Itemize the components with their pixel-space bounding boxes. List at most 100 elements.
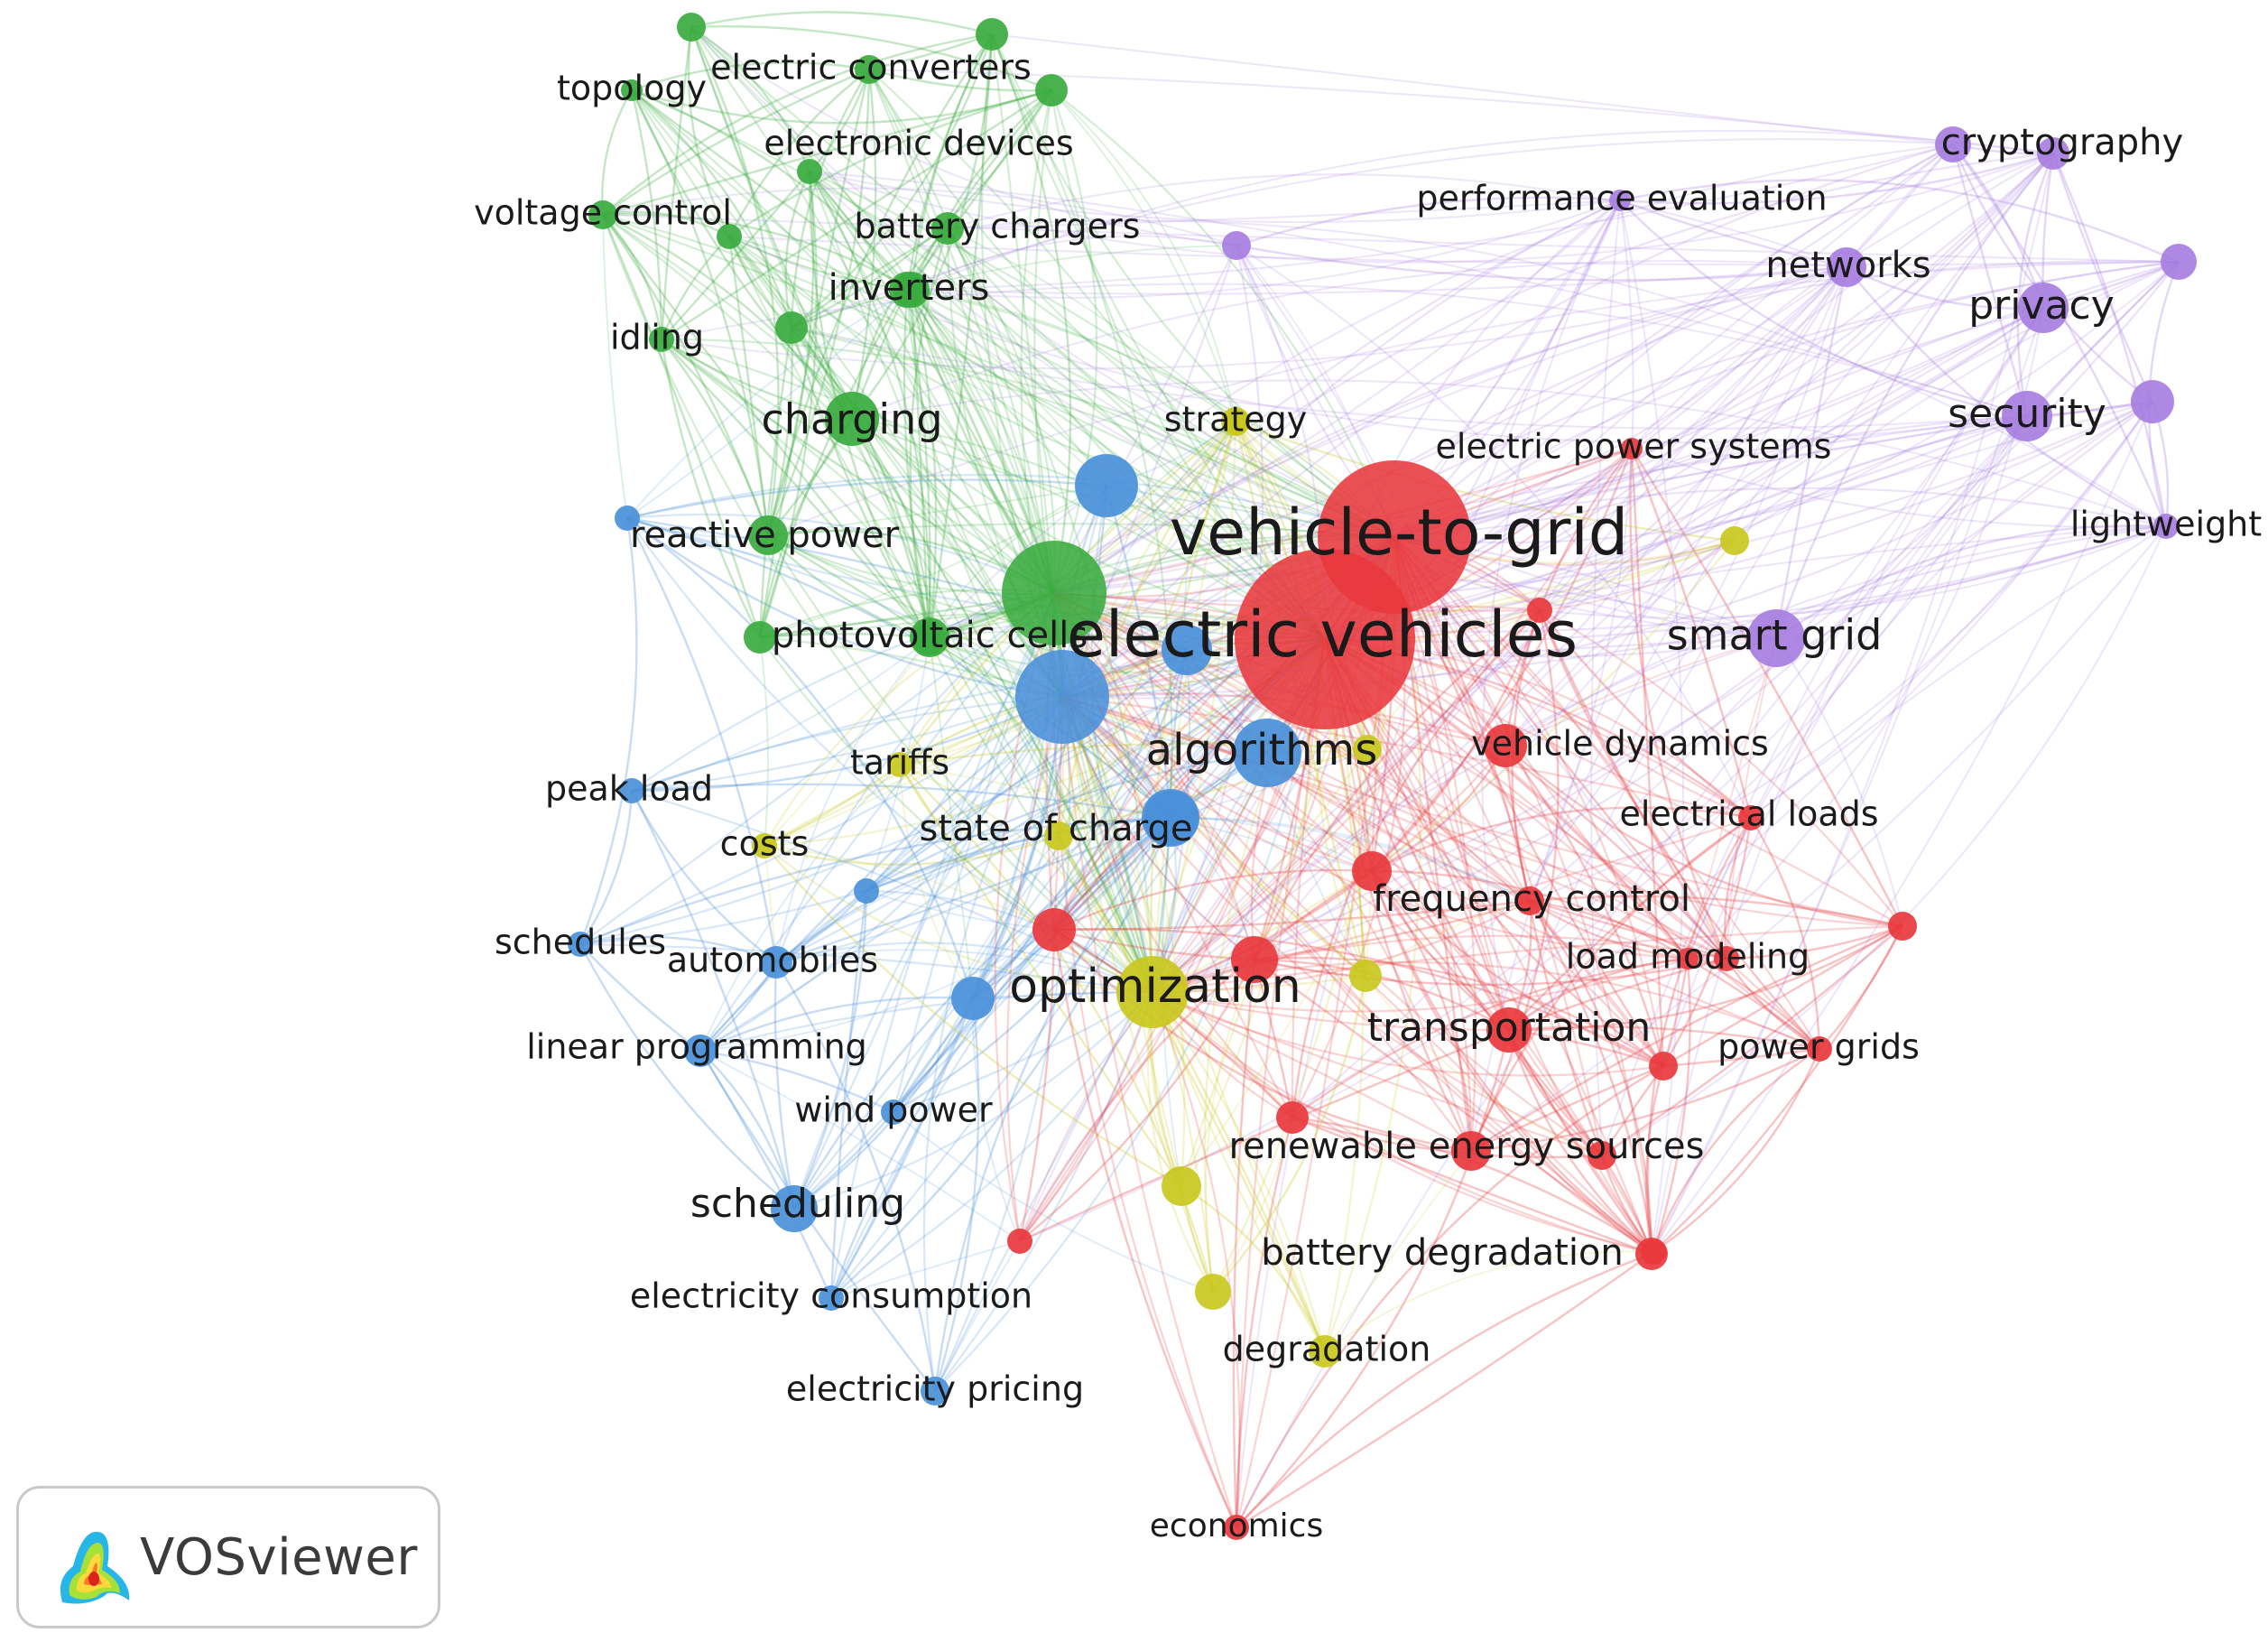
link — [1152, 261, 2180, 994]
battery-chargers-node[interactable] — [931, 212, 964, 245]
renewable-energy-sources-node[interactable] — [1451, 1131, 1491, 1171]
economics-node[interactable] — [1224, 1515, 1249, 1540]
link — [626, 289, 908, 519]
vehicle-dynamics-node[interactable] — [1484, 724, 1527, 767]
node-32-node[interactable] — [1353, 735, 1382, 764]
node-22-node[interactable] — [1588, 1141, 1616, 1170]
node-20-node[interactable] — [1007, 1229, 1032, 1254]
node-19-node[interactable] — [1276, 1101, 1309, 1134]
node-7-node[interactable] — [615, 506, 640, 531]
link — [1324, 414, 2028, 641]
voltage-control-node[interactable] — [588, 200, 617, 229]
linear-programming-node[interactable] — [684, 1034, 717, 1067]
cryptography-node[interactable] — [1935, 126, 1971, 162]
node-25-node[interactable] — [1527, 598, 1552, 623]
link — [933, 997, 980, 1392]
link — [699, 1049, 894, 1114]
link — [764, 764, 901, 848]
frequency-control-node[interactable] — [1515, 886, 1544, 915]
link — [1180, 870, 1373, 1187]
topology-node[interactable] — [621, 79, 643, 101]
charging-node[interactable] — [825, 392, 879, 446]
node-17-node[interactable] — [1231, 936, 1278, 983]
link — [866, 816, 1171, 893]
state-of-charge-node[interactable] — [1142, 789, 1199, 847]
node-12-node[interactable] — [775, 311, 808, 344]
wind-power-node[interactable] — [881, 1099, 906, 1125]
load-modeling-node[interactable] — [1677, 948, 1699, 969]
link — [602, 213, 853, 420]
link — [1371, 448, 1634, 872]
node-6-node[interactable] — [854, 878, 879, 904]
link — [1504, 261, 2180, 747]
node-11-node[interactable] — [717, 224, 742, 249]
electric-power-systems-node[interactable] — [1621, 438, 1643, 459]
power-grids-node[interactable] — [1807, 1036, 1832, 1062]
link — [699, 764, 901, 1052]
electric-converters-node[interactable] — [855, 55, 884, 84]
node-13-node[interactable] — [893, 272, 930, 308]
link — [690, 26, 1326, 640]
link — [602, 214, 770, 536]
node-14-node[interactable] — [744, 621, 776, 654]
node-31-node[interactable] — [1044, 821, 1073, 850]
link — [1630, 448, 1904, 927]
strategy-node[interactable] — [1221, 407, 1250, 436]
transportation-node[interactable] — [1486, 1007, 1532, 1053]
node-5-node[interactable] — [951, 977, 995, 1020]
link — [1060, 245, 1238, 698]
electricity-pricing-node[interactable] — [921, 1377, 949, 1405]
optimization-node[interactable] — [1116, 956, 1189, 1028]
reactive-power-node[interactable] — [748, 515, 788, 555]
degradation-node[interactable] — [1309, 1335, 1341, 1368]
node-28-node[interactable] — [1162, 1166, 1201, 1206]
link — [1529, 899, 1689, 960]
scheduling-node[interactable] — [771, 1185, 818, 1232]
link — [1019, 415, 2028, 1242]
node-36-node[interactable] — [1222, 231, 1251, 260]
electronic-devices-node[interactable] — [797, 159, 822, 184]
algorithms-node[interactable] — [1233, 719, 1301, 787]
electricity-consumption-node[interactable] — [819, 1285, 844, 1311]
photovoltaic-cells-node[interactable] — [910, 617, 949, 657]
link — [1724, 817, 1753, 960]
node-23-node[interactable] — [1714, 946, 1739, 971]
node-27-node[interactable] — [1349, 960, 1382, 992]
node-2-node[interactable] — [1015, 650, 1109, 744]
link — [1601, 925, 1903, 1156]
electrical-loads-node[interactable] — [1738, 805, 1763, 830]
node-34-node[interactable] — [2161, 244, 2197, 280]
privacy-node[interactable] — [2018, 283, 2069, 333]
node-1-node[interactable] — [1002, 541, 1106, 645]
node-35-node[interactable] — [2131, 380, 2174, 423]
link — [1652, 1048, 1821, 1253]
node-18-node[interactable] — [1352, 851, 1392, 891]
node-29-node[interactable] — [1195, 1274, 1231, 1310]
schedules-node[interactable] — [568, 932, 593, 957]
link — [1235, 420, 1736, 543]
networks-node[interactable] — [1827, 247, 1866, 287]
electric-vehicles-node[interactable] — [1235, 549, 1415, 729]
node-30-node[interactable] — [1720, 526, 1749, 555]
node-16-node[interactable] — [1032, 908, 1076, 951]
node-9-node[interactable] — [976, 18, 1008, 51]
node-8-node[interactable] — [677, 13, 706, 42]
idling-node[interactable] — [649, 327, 674, 352]
lightweight-node[interactable] — [2153, 514, 2179, 539]
node-37-node[interactable] — [2037, 137, 2069, 170]
automobiles-node[interactable] — [760, 946, 792, 979]
node-24-node[interactable] — [1888, 912, 1917, 941]
costs-node[interactable] — [752, 833, 777, 858]
tariffs-node[interactable] — [887, 752, 912, 777]
security-node[interactable] — [2002, 391, 2052, 441]
peak-load-node[interactable] — [619, 778, 644, 803]
node-3-node[interactable] — [1162, 625, 1212, 675]
node-0-node[interactable] — [1075, 454, 1138, 517]
node-21-node[interactable] — [1649, 1052, 1678, 1081]
link — [631, 89, 1153, 993]
link — [626, 517, 975, 999]
battery-degradation-node[interactable] — [1635, 1238, 1668, 1270]
node-10-node[interactable] — [1035, 74, 1068, 107]
performance-evaluation-node[interactable] — [1609, 190, 1631, 211]
smart-grid-node[interactable] — [1747, 609, 1805, 667]
